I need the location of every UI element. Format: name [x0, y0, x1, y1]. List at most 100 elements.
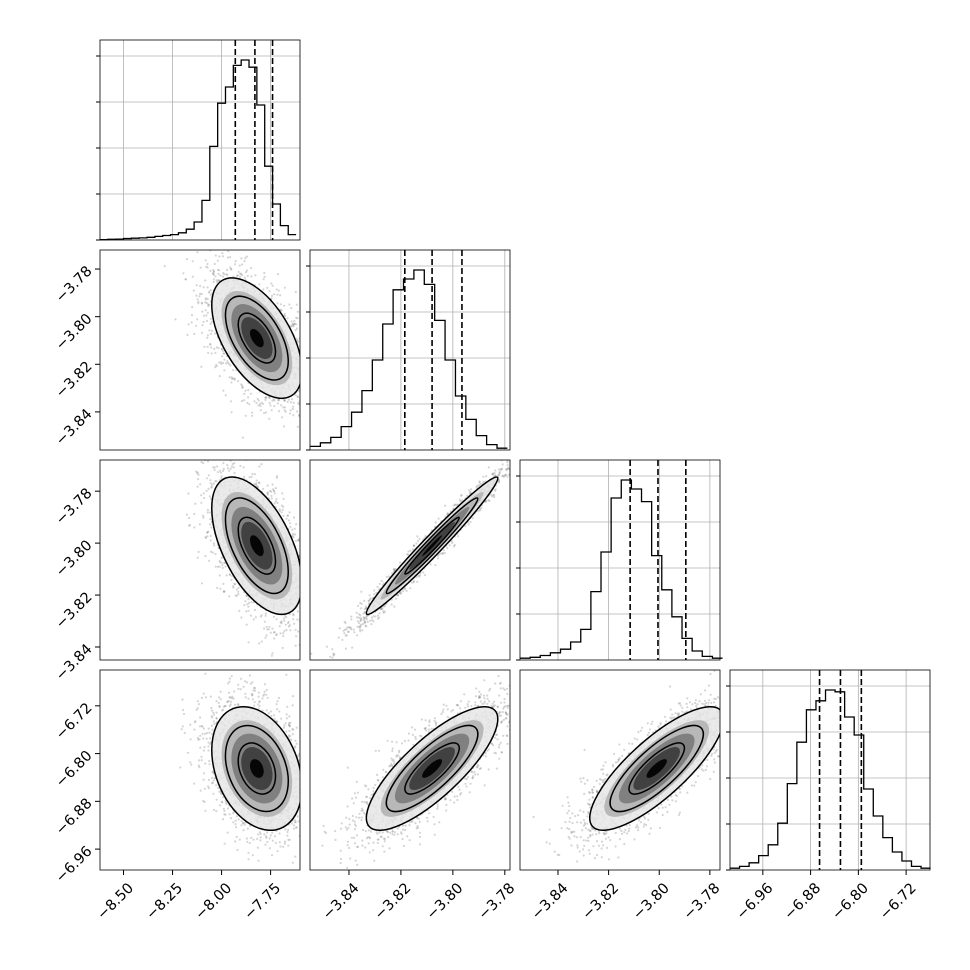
sample-point	[279, 303, 282, 306]
sample-point	[273, 631, 276, 634]
sample-point	[307, 392, 309, 394]
sample-point	[287, 398, 290, 401]
sample-point	[278, 625, 281, 628]
sample-point	[202, 462, 205, 465]
sample-point	[315, 362, 317, 364]
sample-point	[301, 767, 303, 769]
sample-point	[317, 399, 319, 401]
sample-point	[232, 443, 234, 445]
sample-point	[236, 274, 239, 277]
sample-point	[255, 479, 258, 482]
sample-point	[325, 447, 327, 449]
sample-point	[289, 409, 292, 412]
histogram-step	[100, 59, 297, 241]
sample-point	[240, 383, 243, 386]
sample-point	[263, 620, 266, 623]
sample-point	[329, 402, 331, 404]
sample-point	[290, 398, 294, 401]
sample-point	[280, 622, 283, 625]
sample-point	[240, 274, 244, 277]
sample-point	[256, 846, 259, 849]
sample-point	[207, 204, 209, 206]
sample-point	[189, 738, 192, 741]
sample-point	[218, 255, 221, 258]
sample-point	[320, 385, 322, 387]
sample-point	[312, 636, 314, 638]
sample-point	[301, 563, 303, 565]
sample-point	[247, 609, 250, 612]
sample-point	[251, 694, 254, 697]
sample-point	[224, 565, 227, 568]
sample-point	[216, 259, 219, 262]
sample-point	[275, 633, 278, 637]
sample-point	[302, 625, 304, 627]
sample-point	[182, 709, 185, 712]
sample-point	[343, 792, 345, 794]
sample-point	[230, 267, 233, 270]
sample-point	[234, 594, 237, 597]
sample-point	[258, 704, 261, 708]
sample-point	[209, 482, 212, 485]
sample-point	[205, 265, 208, 268]
sample-point	[231, 695, 234, 698]
sample-point	[281, 508, 284, 511]
sample-point	[233, 462, 236, 465]
sample-point	[303, 353, 305, 355]
sample-point	[215, 365, 218, 368]
sample-point	[227, 250, 230, 253]
sample-point	[322, 406, 324, 408]
sample-point	[263, 683, 266, 686]
sample-point	[213, 468, 216, 472]
sample-point	[311, 618, 313, 620]
sample-point	[293, 527, 296, 530]
sample-point	[259, 404, 262, 408]
sample-point	[221, 355, 224, 358]
sample-point	[296, 815, 299, 818]
sample-point	[245, 610, 248, 613]
sample-point	[209, 322, 212, 325]
sample-point	[276, 273, 280, 276]
sample-point	[202, 286, 205, 289]
sample-point	[217, 272, 220, 276]
sample-point	[259, 409, 262, 412]
sample-point	[206, 434, 208, 436]
sample-point	[196, 485, 199, 488]
sample-point	[209, 343, 212, 346]
sample-point	[232, 585, 235, 588]
sample-point	[218, 574, 221, 577]
sample-point	[265, 634, 268, 637]
sample-point	[306, 605, 308, 607]
hist-panel-3	[726, 669, 931, 871]
sample-point	[229, 256, 232, 259]
sample-point	[228, 665, 230, 667]
sample-point	[296, 317, 299, 320]
sample-point	[217, 247, 219, 249]
sample-point	[320, 413, 322, 415]
sample-point	[266, 628, 269, 631]
sample-point	[212, 273, 215, 276]
sample-point	[300, 580, 302, 582]
sample-point	[209, 539, 212, 542]
sample-point	[238, 275, 242, 278]
sample-point	[215, 346, 218, 349]
sample-point	[302, 551, 304, 553]
sample-point	[216, 451, 218, 453]
sample-point	[301, 331, 303, 333]
sample-point	[305, 618, 307, 620]
sample-point	[193, 728, 196, 731]
sample-point	[314, 528, 316, 530]
sample-point	[209, 332, 212, 335]
sample-point	[260, 401, 263, 404]
sample-point	[195, 470, 198, 473]
sample-point	[311, 389, 313, 391]
sample-point	[245, 255, 248, 258]
sample-point	[243, 392, 246, 395]
sample-point	[276, 293, 279, 296]
sample-point	[283, 312, 286, 315]
sample-point	[275, 476, 278, 479]
sample-point	[247, 456, 249, 458]
sample-point	[273, 835, 277, 838]
sample-point	[252, 838, 255, 841]
sample-point	[219, 561, 222, 564]
sample-point	[221, 349, 225, 352]
